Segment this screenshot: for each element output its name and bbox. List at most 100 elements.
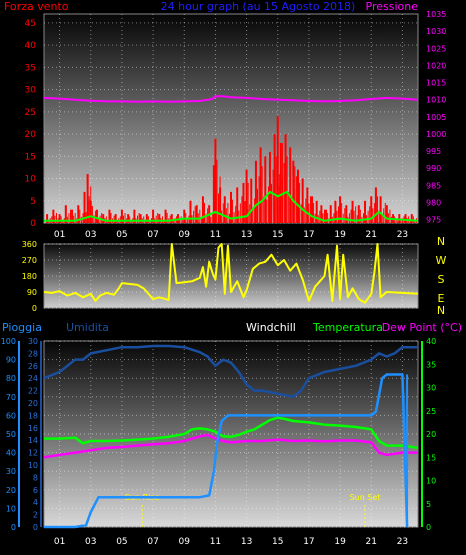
direction-y-tick-180: 180	[22, 272, 37, 281]
temp-y-tick-25: 25	[426, 407, 436, 416]
wind-x-tick-19: 19	[334, 230, 346, 240]
wind-x-tick-17: 17	[303, 230, 314, 240]
label-temperatura: Temperatura	[312, 321, 383, 334]
wind-y-tick-5: 5	[30, 197, 36, 207]
dewpoint-line	[43, 433, 418, 459]
pressure-y-tick-990: 990	[426, 164, 441, 173]
pressure-y-tick-1010: 1010	[426, 96, 446, 105]
pressure-y-tick-995: 995	[426, 147, 441, 156]
wind-y-tick-25: 25	[25, 108, 36, 118]
rain-y-tick-90: 90	[6, 356, 16, 365]
temp-y-tick-0: 0	[426, 523, 431, 532]
temp-y-tick-15: 15	[426, 453, 436, 462]
direction-y-tick-0: 0	[32, 304, 37, 313]
direction-y-tick-360: 360	[22, 240, 37, 249]
humidity-y-tick-18: 18	[28, 411, 38, 420]
wind-average-line	[44, 190, 419, 222]
direction-compass-W-1: W	[436, 254, 447, 267]
umidita-line	[43, 344, 418, 399]
humidity-y-tick-24: 24	[28, 374, 38, 383]
humidity-y-tick-14: 14	[28, 436, 38, 445]
pressure-line	[43, 95, 419, 103]
climate-x-tick-03: 03	[85, 537, 96, 547]
humidity-y-tick-8: 8	[33, 473, 38, 482]
wind-y-tick-20: 20	[25, 130, 37, 140]
rain-y-tick-60: 60	[6, 411, 16, 420]
pressure-y-tick-1020: 1020	[426, 61, 446, 70]
wind-y-tick-15: 15	[25, 152, 36, 162]
rain-y-tick-100: 100	[1, 337, 16, 346]
wind-y-tick-30: 30	[25, 86, 37, 96]
humidity-y-tick-22: 22	[28, 387, 38, 396]
temp-y-tick-40: 40	[426, 337, 436, 346]
pressure-y-tick-980: 980	[426, 198, 441, 207]
humidity-y-tick-2: 2	[33, 511, 38, 520]
pressure-y-tick-1025: 1025	[426, 44, 446, 53]
sun-marker-label-1: Sun Set	[350, 493, 381, 502]
direction-compass-E-3: E	[438, 292, 445, 305]
climate-x-tick-13: 13	[241, 537, 252, 547]
header-center-title: 24 hour graph (au 15 Agosto 2018)	[161, 0, 356, 13]
temperatura-line	[44, 416, 419, 450]
climate-x-tick-23: 23	[397, 537, 408, 547]
humidity-y-tick-28: 28	[28, 349, 38, 358]
direction-compass-N-4: N	[437, 304, 445, 317]
header-right-label: Pressione	[366, 0, 419, 13]
wind-x-tick-11: 11	[210, 230, 221, 240]
humidity-y-tick-10: 10	[28, 461, 38, 470]
wind-x-tick-15: 15	[272, 230, 283, 240]
wind-x-tick-07: 07	[147, 230, 158, 240]
climate-x-tick-05: 05	[116, 537, 127, 547]
temp-y-tick-20: 20	[426, 430, 436, 439]
direction-compass-S-2: S	[438, 273, 445, 286]
pressure-y-tick-1000: 1000	[426, 130, 446, 139]
pressure-y-tick-1005: 1005	[426, 113, 446, 122]
rain-y-tick-80: 80	[6, 374, 16, 383]
pressure-y-tick-975: 975	[426, 216, 441, 225]
wind-y-tick-45: 45	[25, 19, 36, 29]
pressure-y-tick-1035: 1035	[426, 10, 446, 19]
wind-x-tick-01: 01	[54, 230, 65, 240]
humidity-y-tick-6: 6	[33, 486, 38, 495]
climate-x-tick-01: 01	[54, 537, 65, 547]
humidity-y-tick-26: 26	[28, 362, 38, 371]
humidity-y-tick-0: 0	[33, 523, 38, 532]
label-umidita: Umidita	[66, 321, 109, 334]
climate-x-tick-17: 17	[303, 537, 314, 547]
direction-panel-background	[43, 243, 419, 309]
temp-y-tick-35: 35	[426, 360, 436, 369]
rain-y-tick-40: 40	[6, 449, 16, 458]
climate-x-tick-15: 15	[272, 537, 283, 547]
wind-x-tick-03: 03	[85, 230, 96, 240]
pressure-y-tick-1030: 1030	[426, 27, 446, 36]
direction-y-tick-90: 90	[27, 288, 37, 297]
wind-x-tick-13: 13	[241, 230, 252, 240]
direction-y-tick-270: 270	[22, 256, 37, 265]
climate-x-tick-19: 19	[334, 537, 346, 547]
rain-y-tick-20: 20	[6, 486, 16, 495]
humidity-y-tick-4: 4	[33, 498, 38, 507]
wind-y-tick-35: 35	[25, 63, 36, 73]
pressure-y-tick-985: 985	[426, 181, 441, 190]
wind-y-tick-0: 0	[30, 219, 36, 229]
climate-x-tick-11: 11	[210, 537, 221, 547]
wind-x-tick-09: 09	[179, 230, 191, 240]
header-left-label: Forza vento	[4, 0, 69, 13]
temp-y-tick-30: 30	[426, 384, 436, 393]
rain-y-tick-50: 50	[6, 430, 16, 439]
wind-direction-line	[43, 243, 419, 304]
wind-x-tick-23: 23	[397, 230, 408, 240]
wind-panel-background	[43, 13, 419, 224]
rain-y-tick-30: 30	[6, 467, 16, 476]
wind-x-tick-21: 21	[366, 230, 377, 240]
humidity-y-tick-16: 16	[28, 424, 38, 433]
wind-y-tick-10: 10	[25, 175, 37, 185]
rain-y-tick-70: 70	[6, 393, 16, 402]
pioggia-line	[44, 373, 409, 529]
rain-y-tick-0: 0	[11, 523, 16, 532]
humidity-y-tick-30: 30	[28, 337, 38, 346]
wind-y-tick-40: 40	[25, 41, 37, 51]
humidity-y-tick-12: 12	[28, 449, 38, 458]
climate-x-tick-21: 21	[366, 537, 377, 547]
direction-compass-N-0: N	[437, 235, 445, 248]
